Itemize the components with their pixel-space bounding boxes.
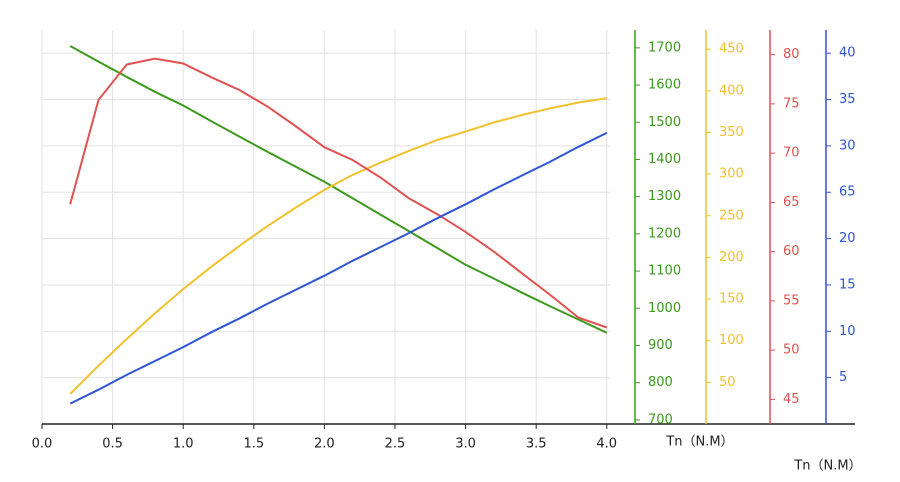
x-tick-label: 4.0	[596, 437, 617, 452]
x-axis-label: Tn（N.M）	[793, 459, 861, 474]
y-tick-label: 1200	[648, 226, 681, 241]
y-tick-label: 1000	[648, 301, 681, 316]
y-tick-label: 55	[783, 293, 800, 308]
y-tick-label: 1300	[648, 189, 681, 204]
x-tick-label: 1.5	[243, 437, 264, 452]
y-tick-label: 350	[719, 125, 744, 140]
y-tick-label: 65	[839, 185, 856, 200]
x-tick-label: 0.5	[102, 437, 123, 452]
x-tick-label: 3.5	[526, 437, 547, 452]
y-tick-label: 65	[783, 195, 800, 210]
y-tick-label: 1400	[648, 152, 681, 167]
y-tick-label: 35	[839, 92, 856, 107]
x-axis-label: Tn（N.M）	[665, 435, 733, 450]
y-tick-label: 1700	[648, 40, 681, 55]
y-tick-label: 1100	[648, 264, 681, 279]
series-line	[69, 57, 608, 329]
y-tick-label: 50	[719, 375, 736, 390]
y-tick-label: 700	[648, 412, 673, 427]
y-tick-label: 450	[719, 42, 744, 57]
series-line	[69, 132, 608, 405]
y-tick-label: 400	[719, 83, 744, 98]
y-tick-label: 100	[719, 333, 744, 348]
y-tick-label: 75	[783, 96, 800, 111]
y-tick-label: 50	[783, 343, 800, 358]
y-tick-label: 70	[783, 146, 800, 161]
series-line	[69, 97, 607, 395]
y-tick-label: 150	[719, 292, 744, 307]
series-line	[69, 45, 608, 334]
y-tick-label: 800	[648, 375, 673, 390]
y-tick-label: 200	[719, 250, 744, 265]
y-tick-label: 900	[648, 338, 673, 353]
y-tick-label: 45	[783, 392, 800, 407]
y-tick-label: 10	[839, 324, 856, 339]
y-tick-label: 20	[839, 231, 856, 246]
y-tick-label: 300	[719, 167, 744, 182]
y-tick-label: 1500	[648, 115, 681, 130]
x-tick-label: 3.0	[455, 437, 476, 452]
y-tick-label: 250	[719, 208, 744, 223]
y-tick-label: 80	[783, 47, 800, 62]
y-tick-label: 60	[783, 244, 800, 259]
y-tick-label: 15	[839, 277, 856, 292]
y-tick-label: 5	[839, 370, 847, 385]
x-tick-label: 1.0	[173, 437, 194, 452]
y-tick-label: 40	[839, 46, 856, 61]
x-tick-label: 2.5	[385, 437, 406, 452]
x-tick-label: 0.0	[32, 437, 53, 452]
x-tick-label: 2.0	[314, 437, 335, 452]
y-tick-label: 30	[839, 138, 856, 153]
y-tick-label: 1600	[648, 78, 681, 93]
